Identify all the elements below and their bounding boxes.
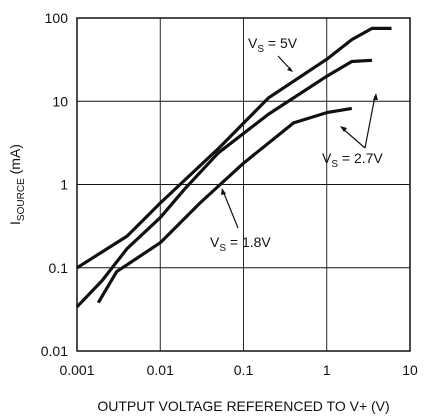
series-lines [75,26,392,308]
annotation-vs-5v-label: VS = 5V [248,35,298,55]
annotation-vs-1-8v-leader [222,190,239,229]
annotation-vs-2-7v-sub: S [331,159,338,170]
y-axis-label-main: I [7,221,23,225]
annotation-vs-5v-sub: S [257,44,264,55]
y-axis-label-sub: SOURCE [16,178,27,221]
annotation-vs-1-8v-label: VS = 1.8V [210,234,271,254]
annotation-vs-1-8v-main: V [210,234,220,250]
annotation-vs-1-8v-rest: = 1.8V [226,234,271,250]
annotation-vs-5v-rest: = 5V [264,35,298,51]
annotation-vs-5v-arrowhead [287,67,293,72]
y-tick-label: 0.1 [49,260,69,276]
x-axis-label: OUTPUT VOLTAGE REFERENCED TO V+ (V) [97,398,389,414]
x-tick-labels: 0.001 0.01 0.1 1 10 [59,362,418,378]
y-tick-labels: 0.01 0.1 1 10 100 [41,10,68,359]
x-tick-label: 0.001 [59,362,94,378]
x-tick-label: 1 [323,362,331,378]
y-tick-label: 10 [52,93,68,109]
y-axis-label-rest: (mA) [7,144,23,178]
annotation-vs-2-7v-main: V [322,150,332,166]
annotation-vs-1-8v: VS = 1.8V [210,188,271,254]
annotation-vs-1-8v-arrowhead [221,188,226,195]
annotation-vs-2-7v-arrowhead-1 [340,126,347,132]
y-axis-label: ISOURCE (mA) [7,144,27,225]
annotation-vs-2-7v-arrowhead-2 [373,93,378,100]
y-tick-label: 100 [45,10,69,26]
annotation-vs-2-7v: VS = 2.7V [322,93,383,170]
annotation-vs-2-7v-leader-1 [341,127,366,149]
annotation-vs-5v-main: V [248,35,258,51]
annotation-vs-5v: VS = 5V [248,35,298,72]
grid-lines [76,17,411,352]
series-line-vs-5v [76,26,392,270]
x-tick-label: 0.01 [147,362,174,378]
x-tick-label: 10 [402,362,418,378]
x-tick-label: 0.1 [234,362,254,378]
series-line-vs-1-8v [96,106,353,304]
annotation-vs-2-7v-rest: = 2.7V [338,150,383,166]
y-tick-label: 1 [60,177,68,193]
annotation-vs-2-7v-label: VS = 2.7V [322,150,383,170]
annotation-vs-1-8v-sub: S [219,243,226,254]
annotation-vs-2-7v-leader-2 [364,95,376,149]
y-tick-label: 0.01 [41,343,68,359]
plot-frame [76,17,411,352]
series-line-vs-2-7v [75,58,373,308]
